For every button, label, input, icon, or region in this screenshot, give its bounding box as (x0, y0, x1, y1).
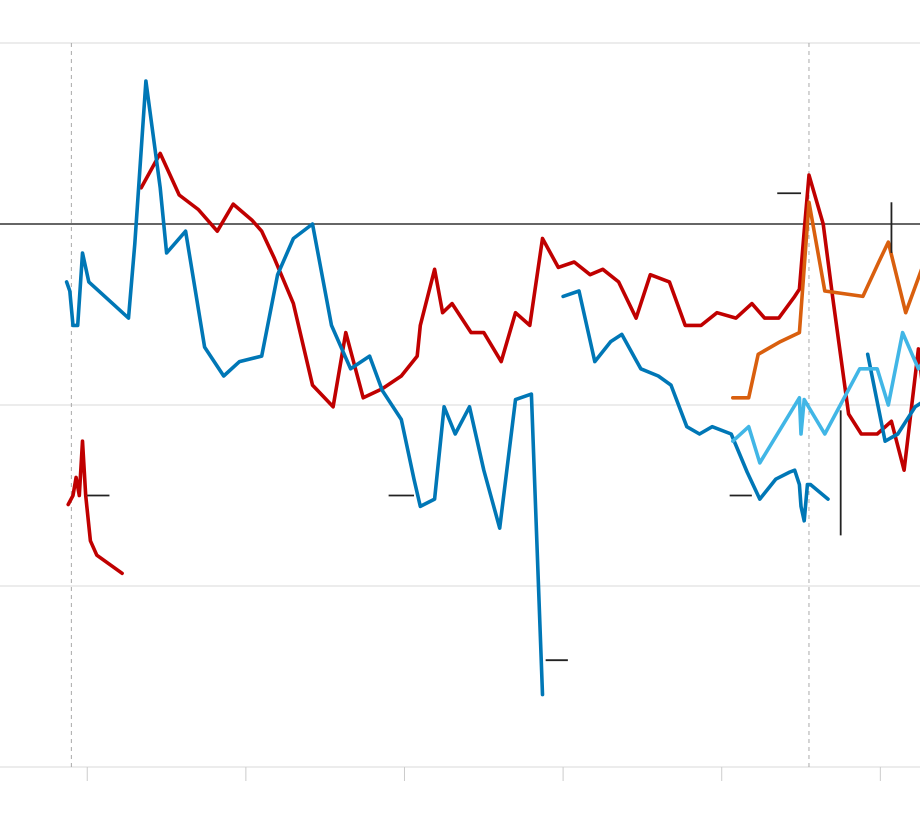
x-axis-ticks (86, 767, 881, 781)
series-3-segment-0 (731, 330, 920, 465)
annotation-markers (87, 192, 893, 662)
series-1-segment-1 (561, 289, 830, 523)
gridlines (0, 42, 920, 768)
series-1-segment-0 (64, 79, 545, 697)
series-1-segment-2 (865, 352, 920, 443)
series-0-segment-1 (139, 151, 920, 472)
series-0-segment-0 (66, 439, 124, 576)
series-2-segment-0 (731, 200, 920, 400)
series-lines (64, 79, 920, 697)
